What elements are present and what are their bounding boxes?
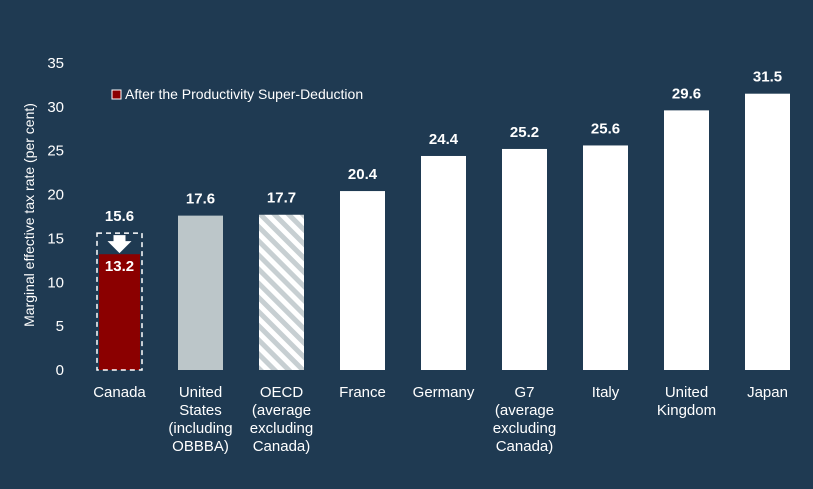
category-label-germany: Germany bbox=[413, 384, 475, 401]
bars: 13.2 15.6 Canada 17.6 United States (including… bbox=[93, 69, 790, 455]
y-tick-label: 25 bbox=[47, 143, 64, 160]
value-label-germany: 24.4 bbox=[429, 131, 459, 148]
bar-germany bbox=[421, 155, 466, 370]
y-tick-label: 5 bbox=[56, 318, 64, 335]
category-label-canada: Canada bbox=[93, 384, 146, 401]
bar-canada bbox=[96, 232, 143, 371]
legend-swatch bbox=[111, 89, 122, 100]
y-axis-label: Marginal effective tax rate (per cent) bbox=[21, 103, 37, 327]
value-label-g7-average-excluding-canada: 25.2 bbox=[510, 124, 539, 141]
value-label-italy: 25.6 bbox=[591, 120, 620, 137]
y-axis-ticks: 0 5 10 15 20 25 30 35 bbox=[47, 55, 64, 379]
y-tick-label: 10 bbox=[47, 274, 64, 291]
down-arrow-icon bbox=[107, 235, 132, 254]
y-tick-label: 35 bbox=[47, 55, 64, 72]
category-label-oecd-average-excluding-canada: OECD (average excluding Canada) bbox=[250, 384, 313, 455]
value-label-oecd-average-excluding-canada: 17.7 bbox=[267, 190, 296, 207]
y-tick-label: 15 bbox=[47, 230, 64, 247]
category-label-united-states-including-obbba: United States (including OBBBA) bbox=[168, 384, 232, 455]
bar-united-states-including-obbba bbox=[178, 215, 223, 370]
value-label-japan: 31.5 bbox=[753, 69, 782, 86]
value-label-united-kingdom: 29.6 bbox=[672, 85, 701, 102]
bar-france bbox=[340, 191, 385, 370]
y-tick-label: 20 bbox=[47, 187, 64, 204]
bar-canada-super-deduction bbox=[99, 254, 140, 370]
legend: After the Productivity Super-Deduction bbox=[111, 86, 363, 102]
category-label-france: France bbox=[339, 384, 386, 401]
category-label-united-kingdom: United Kingdom bbox=[657, 384, 716, 419]
y-tick-label: 0 bbox=[56, 362, 64, 379]
value-label-france: 20.4 bbox=[348, 166, 378, 183]
value-label-united-states-including-obbba: 17.6 bbox=[186, 191, 215, 208]
y-tick-label: 30 bbox=[47, 99, 64, 116]
bar-united-kingdom bbox=[664, 110, 709, 370]
category-label-japan: Japan bbox=[747, 384, 788, 401]
bar-g7-average-excluding-canada bbox=[502, 148, 547, 370]
value-label-canada: 15.6 bbox=[105, 208, 134, 225]
category-label-g7-average-excluding-canada: G7 (average excluding Canada) bbox=[493, 384, 556, 455]
bar-italy bbox=[583, 145, 628, 370]
legend-label: After the Productivity Super-Deduction bbox=[125, 86, 363, 102]
bar-oecd-average-excluding-canada bbox=[259, 214, 304, 370]
super-deduction-value-label: 13.2 bbox=[105, 258, 134, 275]
bar-japan bbox=[745, 93, 790, 370]
category-label-italy: Italy bbox=[592, 384, 620, 401]
